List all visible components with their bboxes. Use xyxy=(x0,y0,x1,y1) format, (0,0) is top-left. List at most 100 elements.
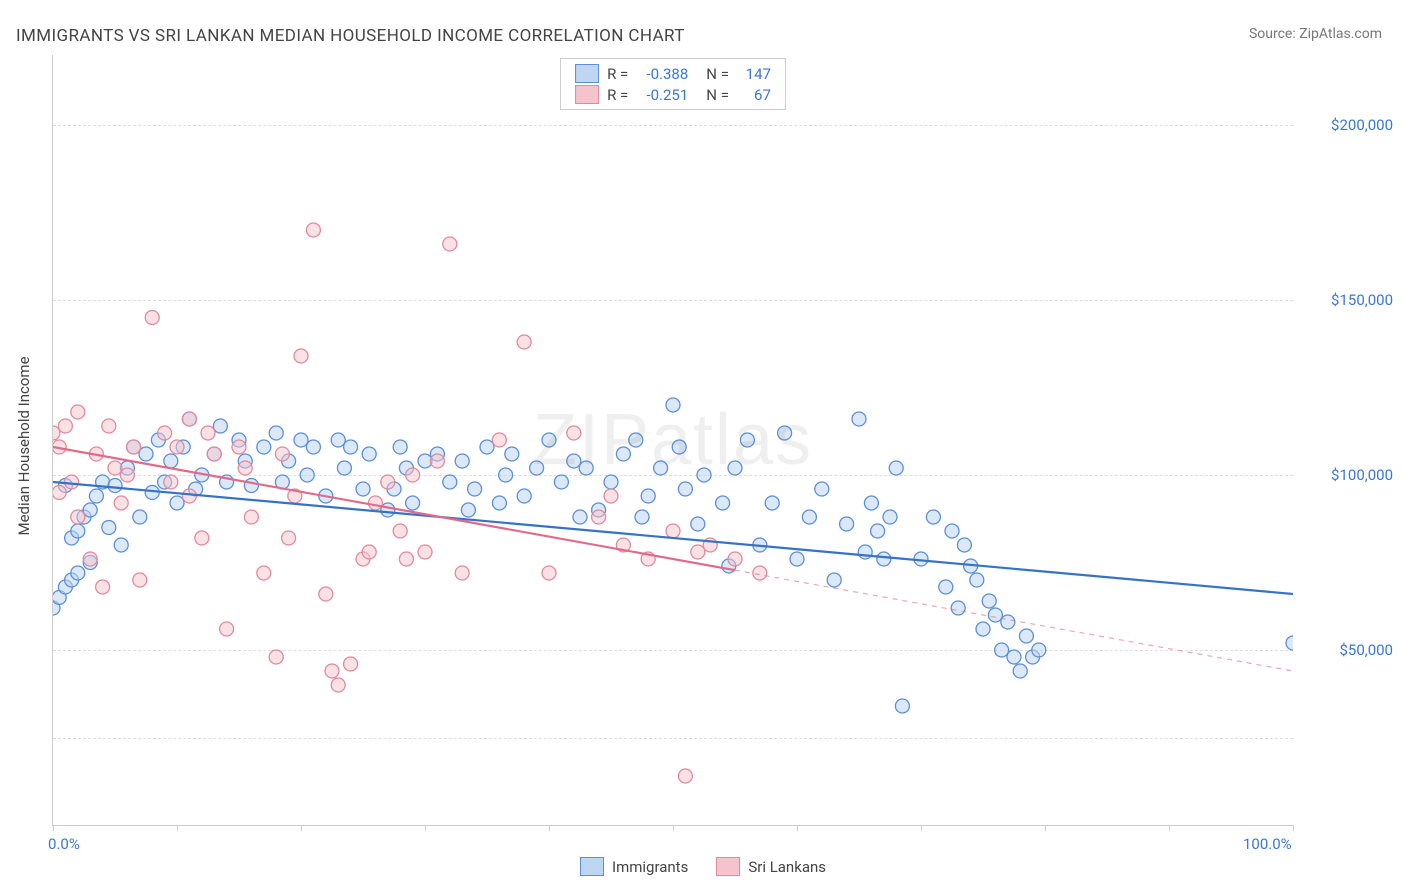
scatter-point xyxy=(170,496,184,510)
scatter-point xyxy=(641,489,655,503)
stats-n-label: N = xyxy=(706,86,729,104)
scatter-point xyxy=(108,479,122,493)
scatter-point xyxy=(244,479,258,493)
legend-swatch xyxy=(716,857,740,876)
scatter-point xyxy=(939,580,953,594)
scatter-point xyxy=(71,524,85,538)
scatter-point xyxy=(164,454,178,468)
scatter-point xyxy=(102,521,116,535)
scatter-point xyxy=(306,223,320,237)
scatter-point xyxy=(573,510,587,524)
scatter-point xyxy=(765,496,779,510)
x-tick xyxy=(1293,825,1294,831)
y-tick-label: $150,000 xyxy=(1303,291,1393,309)
scatter-point xyxy=(58,419,72,433)
scatter-point xyxy=(542,566,556,580)
scatter-point xyxy=(393,524,407,538)
source-label: Source: ZipAtlas.com xyxy=(1249,26,1382,42)
stats-legend: R =-0.388N =147R =-0.251N =67 xyxy=(560,58,786,110)
scatter-point xyxy=(802,510,816,524)
scatter-point xyxy=(970,573,984,587)
scatter-point xyxy=(691,545,705,559)
x-tick-label: 100.0% xyxy=(1243,835,1292,853)
scatter-point xyxy=(517,489,531,503)
scatter-point xyxy=(740,433,754,447)
scatter-point xyxy=(325,664,339,678)
scatter-point xyxy=(883,510,897,524)
scatter-point xyxy=(629,433,643,447)
scatter-point xyxy=(530,461,544,475)
legend-item: Sri Lankans xyxy=(716,857,826,876)
scatter-point xyxy=(654,461,668,475)
scatter-point xyxy=(164,475,178,489)
legend-swatch xyxy=(580,857,604,876)
y-tick-label: $200,000 xyxy=(1303,116,1393,134)
scatter-point xyxy=(852,412,866,426)
scatter-point xyxy=(344,440,358,454)
stats-swatch xyxy=(575,64,599,83)
scatter-point xyxy=(145,311,159,325)
scatter-point xyxy=(71,510,85,524)
scatter-point xyxy=(579,461,593,475)
scatter-point xyxy=(728,461,742,475)
scatter-point xyxy=(114,538,128,552)
scatter-point xyxy=(337,461,351,475)
x-tick xyxy=(53,825,54,831)
scatter-point xyxy=(864,496,878,510)
scatter-point xyxy=(678,769,692,783)
scatter-point xyxy=(592,510,606,524)
scatter-point xyxy=(182,489,196,503)
scatter-point xyxy=(356,482,370,496)
scatter-point xyxy=(697,468,711,482)
scatter-point xyxy=(269,426,283,440)
scatter-point xyxy=(499,468,513,482)
scatter-point xyxy=(691,517,705,531)
scatter-point xyxy=(505,447,519,461)
scatter-point xyxy=(728,552,742,566)
chart-plot-area: R =-0.388N =147R =-0.251N =67 ZIPatlas $… xyxy=(52,55,1293,826)
stats-r-value: -0.388 xyxy=(636,65,688,83)
scatter-point xyxy=(889,461,903,475)
scatter-point xyxy=(840,517,854,531)
chart-container: IMMIGRANTS VS SRI LANKAN MEDIAN HOUSEHOL… xyxy=(0,0,1406,892)
scatter-point xyxy=(282,531,296,545)
scatter-point xyxy=(604,489,618,503)
scatter-point xyxy=(294,433,308,447)
scatter-point xyxy=(995,643,1009,657)
scatter-point xyxy=(604,475,618,489)
scatter-point xyxy=(877,552,891,566)
scatter-point xyxy=(567,454,581,468)
scatter-point xyxy=(815,482,829,496)
scatter-point xyxy=(716,496,730,510)
scatter-point xyxy=(1286,636,1293,650)
scatter-point xyxy=(406,468,420,482)
scatter-point xyxy=(381,475,395,489)
scatter-point xyxy=(455,566,469,580)
scatter-point xyxy=(319,587,333,601)
scatter-point xyxy=(275,447,289,461)
y-axis-label: Median Household Income xyxy=(15,356,33,535)
scatter-point xyxy=(158,426,172,440)
scatter-point xyxy=(257,566,271,580)
scatter-point xyxy=(517,335,531,349)
x-tick xyxy=(1169,825,1170,831)
scatter-point xyxy=(213,419,227,433)
x-tick xyxy=(921,825,922,831)
scatter-point xyxy=(895,699,909,713)
scatter-point xyxy=(988,608,1002,622)
scatter-point xyxy=(455,454,469,468)
stats-row: R =-0.388N =147 xyxy=(575,63,771,84)
stats-n-label: N = xyxy=(706,65,729,83)
scatter-point xyxy=(294,349,308,363)
stats-row: R =-0.251N =67 xyxy=(575,84,771,105)
y-tick-label: $100,000 xyxy=(1303,466,1393,484)
scatter-point xyxy=(83,552,97,566)
scatter-point xyxy=(381,503,395,517)
scatter-point xyxy=(430,454,444,468)
scatter-point xyxy=(468,482,482,496)
scatter-point xyxy=(554,475,568,489)
scatter-point xyxy=(753,566,767,580)
scatter-point xyxy=(443,475,457,489)
y-tick-label: $50,000 xyxy=(1303,641,1393,659)
scatter-point xyxy=(1007,650,1021,664)
